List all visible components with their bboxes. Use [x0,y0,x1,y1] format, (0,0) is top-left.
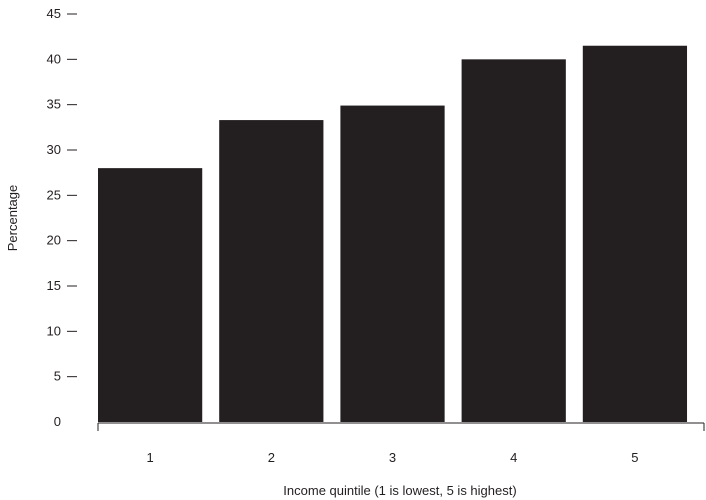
y-tick-label: 40 [47,51,61,66]
bar-3 [340,106,444,422]
y-axis-ticks: 0 5 10 15 20 25 30 35 40 45 [47,6,77,429]
y-tick-label: 35 [47,97,61,112]
x-tick-label: 1 [146,450,153,465]
x-axis-ticks: 1 2 3 4 5 [98,423,704,465]
y-axis-title: Percentage [5,185,20,252]
y-tick-label: 0 [54,414,61,429]
bar-5 [583,46,687,422]
bar-1 [98,168,202,422]
y-tick-label: 20 [47,233,61,248]
bar-4 [462,59,566,422]
y-tick-label: 30 [47,142,61,157]
bar-2 [219,120,323,422]
x-tick-label: 2 [268,450,275,465]
y-tick-label: 10 [47,323,61,338]
bars [98,46,687,422]
x-tick-label: 4 [510,450,517,465]
y-tick-label: 45 [47,6,61,21]
y-tick-label: 15 [47,278,61,293]
x-axis-title: Income quintile (1 is lowest, 5 is highe… [283,483,516,498]
y-tick-label: 25 [47,187,61,202]
y-tick-label: 5 [54,369,61,384]
x-tick-label: 5 [631,450,638,465]
x-tick-label: 3 [389,450,396,465]
